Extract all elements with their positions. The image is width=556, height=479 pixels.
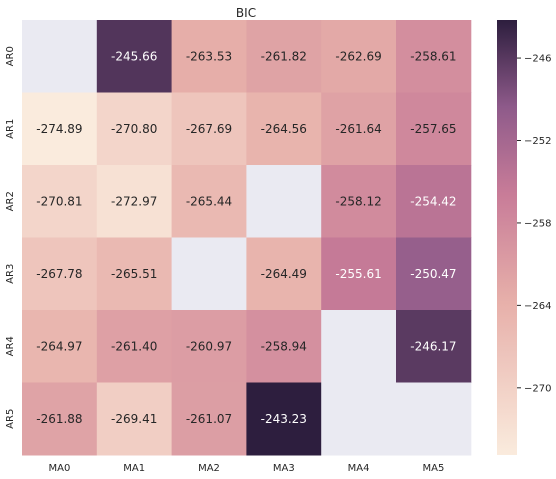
heatmap-cell [321,382,397,456]
heatmap-cell [321,92,397,166]
colorbar-ticks: −246 −252 −258 −264 −270 [517,54,551,394]
cell-value-label: -264.56 [261,122,307,136]
heatmap-cell [171,310,247,383]
cell-value-label: -245.66 [111,49,157,63]
cell-value-label: -258.94 [261,339,307,353]
heatmap-cell-labels: -245.66 -263.53 -261.82 -262.69 -258.61 -274.… [36,49,456,426]
cell-value-label: -261.64 [335,122,381,136]
heatmap-cell [246,237,322,311]
heatmap-cell [22,382,98,456]
heatmap-cell [96,92,173,166]
x-tick-label: MA3 [273,463,295,474]
x-tick-label: MA2 [198,463,220,474]
cell-value-label: -272.97 [111,194,157,208]
heatmap-cell [96,20,173,93]
cell-value-label: -265.44 [186,194,232,208]
cell-value-label: -261.82 [261,49,307,63]
heatmap-cell [321,20,397,93]
cell-value-label: -263.53 [186,49,232,63]
cell-value-label: -257.65 [410,122,456,136]
heatmap-cell [321,237,397,311]
cell-value-label: -264.49 [261,267,307,281]
cell-value-label: -261.07 [186,412,232,426]
cell-value-label: -246.17 [410,339,456,353]
heatmap-cell [396,20,472,93]
heatmap-cell [396,237,472,311]
colorbar-tick-label: −258 [524,218,551,229]
cell-value-label: -270.81 [36,194,82,208]
heatmap-cell [96,382,173,456]
heatmap-cell [396,92,472,166]
heatmap-cell [96,237,173,311]
y-tick-label: AR0 [5,46,16,66]
heatmap-cell [246,382,322,456]
cell-value-label: -261.40 [111,339,157,353]
cell-value-label: -260.97 [186,339,232,353]
heatmap-cell [96,165,173,238]
cell-value-label: -274.89 [36,122,82,136]
heatmap-cell [396,165,472,238]
cell-value-label: -258.12 [335,194,381,208]
y-tick-label: AR4 [5,336,16,356]
x-tick-label: MA1 [123,463,145,474]
cell-value-label: -250.47 [410,267,456,281]
cell-value-label: -243.23 [261,412,307,426]
cell-value-label: -270.80 [111,122,157,136]
heatmap-cell [22,20,98,93]
y-axis-ticks: AR0 AR1 AR2 AR3 AR4 AR5 [5,46,16,429]
cell-value-label: -254.42 [410,194,456,208]
heatmap-cell [396,382,472,456]
cell-value-label: -258.61 [410,49,456,63]
cell-value-label: -261.88 [36,412,82,426]
cell-value-label: -265.51 [111,267,157,281]
heatmap-cell [246,165,322,238]
colorbar-tick-label: −264 [524,301,551,312]
heatmap-cell [396,310,472,383]
cell-value-label: -264.97 [36,339,82,353]
heatmap-cell [321,310,397,383]
heatmap-cell [22,237,98,311]
heatmap-cells [22,20,472,456]
colorbar-tick-label: −252 [524,136,551,147]
heatmap-cell [171,382,247,456]
cell-value-label: -269.41 [111,412,157,426]
x-tick-label: MA0 [48,463,70,474]
heatmap-cell [246,310,322,383]
heatmap-cell [22,92,98,166]
colorbar [497,20,517,455]
heatmap-cell [22,310,98,383]
y-tick-label: AR1 [5,119,16,139]
heatmap-cell [96,310,173,383]
cell-value-label: -267.69 [186,122,232,136]
heatmap-cell [171,20,247,93]
heatmap-cell [22,165,98,238]
chart-title: BIC [236,6,256,20]
heatmap-cell [171,165,247,238]
colorbar-tick-label: −270 [524,383,551,394]
y-tick-label: AR3 [5,264,16,284]
heatmap-cell [246,20,322,93]
cell-value-label: -267.78 [36,267,82,281]
y-tick-label: AR2 [5,191,16,211]
x-tick-label: MA5 [422,463,444,474]
heatmap-cell [246,92,322,166]
colorbar-tick-label: −246 [524,54,551,65]
heatmap-cell [171,237,247,311]
cell-value-label: -262.69 [335,49,381,63]
x-axis-ticks: MA0 MA1 MA2 MA3 MA4 MA5 [48,463,444,474]
heatmap-cell [321,165,397,238]
heatmap-cell [171,92,247,166]
x-tick-label: MA4 [348,463,370,474]
y-tick-label: AR5 [5,409,16,429]
cell-value-label: -255.61 [335,267,381,281]
